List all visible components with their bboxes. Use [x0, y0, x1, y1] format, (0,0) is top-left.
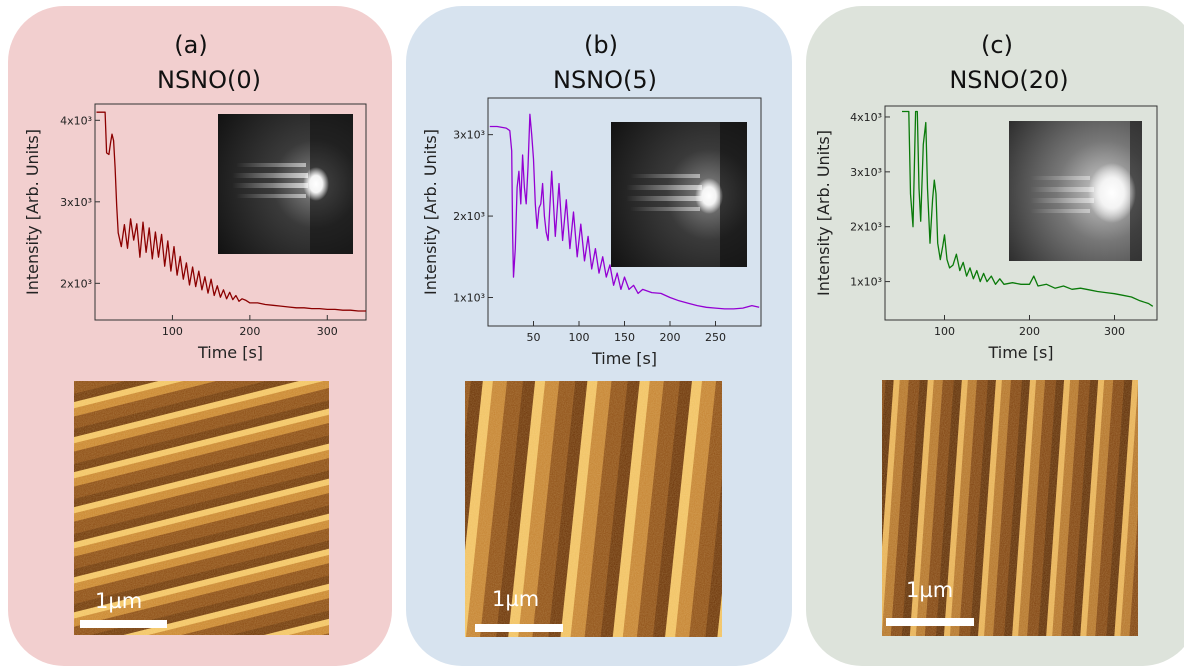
scalebar-label-c: 1µm — [906, 578, 953, 602]
panel-a-tag: (a) — [174, 31, 207, 59]
x-tick-label-b-3: 200 — [660, 331, 681, 344]
y-tick-label-b-0: 1x10³ — [453, 292, 485, 305]
x-tick-label-a-1: 200 — [239, 325, 260, 338]
panel-b-title: NSNO(5) — [553, 66, 657, 94]
panel-b-tag: (b) — [584, 31, 618, 59]
y-tick-label-c-2: 3x10³ — [850, 166, 882, 179]
scalebar-label-b: 1µm — [492, 587, 539, 611]
series-line-a-0 — [96, 111, 366, 312]
x-axis-label-c: Time [s] — [987, 343, 1053, 362]
panel-c-title: NSNO(20) — [949, 66, 1068, 94]
series-line-b-0 — [489, 113, 760, 310]
rheed-specular-spot-c — [1088, 163, 1136, 223]
chart-c: 100 200 300 1x10³ 2x10³ 3x10³ 4x10³ Time [s] Int… — [814, 105, 1158, 362]
x-tick-label-a-2: 300 — [317, 325, 338, 338]
x-tick-label-c-2: 300 — [1104, 325, 1125, 338]
rheed-inset-b — [611, 122, 747, 267]
plot-frame-c — [884, 105, 1158, 321]
series-line-c-0 — [902, 110, 1154, 307]
y-axis-label-c: Intensity [Arb. Units] — [814, 130, 833, 296]
y-tick-label-a-2: 4x10³ — [60, 114, 92, 127]
plot-frame-a — [94, 103, 367, 321]
scalebar-label-a: 1µm — [95, 589, 142, 613]
y-tick-label-c-0: 1x10³ — [850, 276, 882, 289]
y-tick-label-b-1: 2x10³ — [453, 210, 485, 223]
scalebar-c — [886, 618, 974, 626]
y-tick-label-c-3: 4x10³ — [850, 111, 882, 124]
x-tick-label-b-2: 150 — [614, 331, 635, 344]
y-axis-label-b: Intensity [Arb. Units] — [421, 129, 440, 295]
panel-a-title: NSNO(0) — [157, 66, 261, 94]
afm-image-c — [882, 380, 1138, 636]
y-tick-label-a-1: 3x10³ — [60, 196, 92, 209]
x-axis-label-a: Time [s] — [197, 343, 263, 362]
scalebar-b — [475, 624, 563, 632]
rheed-specular-spot-a — [303, 167, 329, 201]
y-tick-label-a-0: 2x10³ — [60, 277, 92, 290]
scalebar-a — [80, 620, 167, 628]
x-tick-label-b-1: 100 — [569, 331, 590, 344]
x-axis-label-b: Time [s] — [591, 349, 657, 368]
afm-image-b — [465, 381, 722, 637]
x-tick-label-b-4: 250 — [705, 331, 726, 344]
x-tick-label-c-1: 200 — [1019, 325, 1040, 338]
y-tick-label-b-2: 3x10³ — [453, 129, 485, 142]
rheed-inset-a — [218, 114, 353, 254]
chart-b: 50 100 150 200 250 1x10³ 2x10³ 3x10³ Time [s] Int… — [421, 97, 762, 368]
x-tick-label-a-0: 100 — [162, 325, 183, 338]
rheed-inset-c — [1009, 121, 1142, 261]
x-tick-label-c-0: 100 — [934, 325, 955, 338]
rheed-specular-spot-b — [695, 178, 723, 214]
x-tick-label-b-0: 50 — [527, 331, 541, 344]
y-axis-label-a: Intensity [Arb. Units] — [23, 129, 42, 295]
chart-a: 100 200 300 2x10³ 3x10³ 4x10³ Time [s] Intensit… — [23, 103, 367, 362]
y-tick-label-c-1: 2x10³ — [850, 221, 882, 234]
afm-image-a — [74, 381, 329, 635]
panel-c-tag: (c) — [981, 31, 1013, 59]
